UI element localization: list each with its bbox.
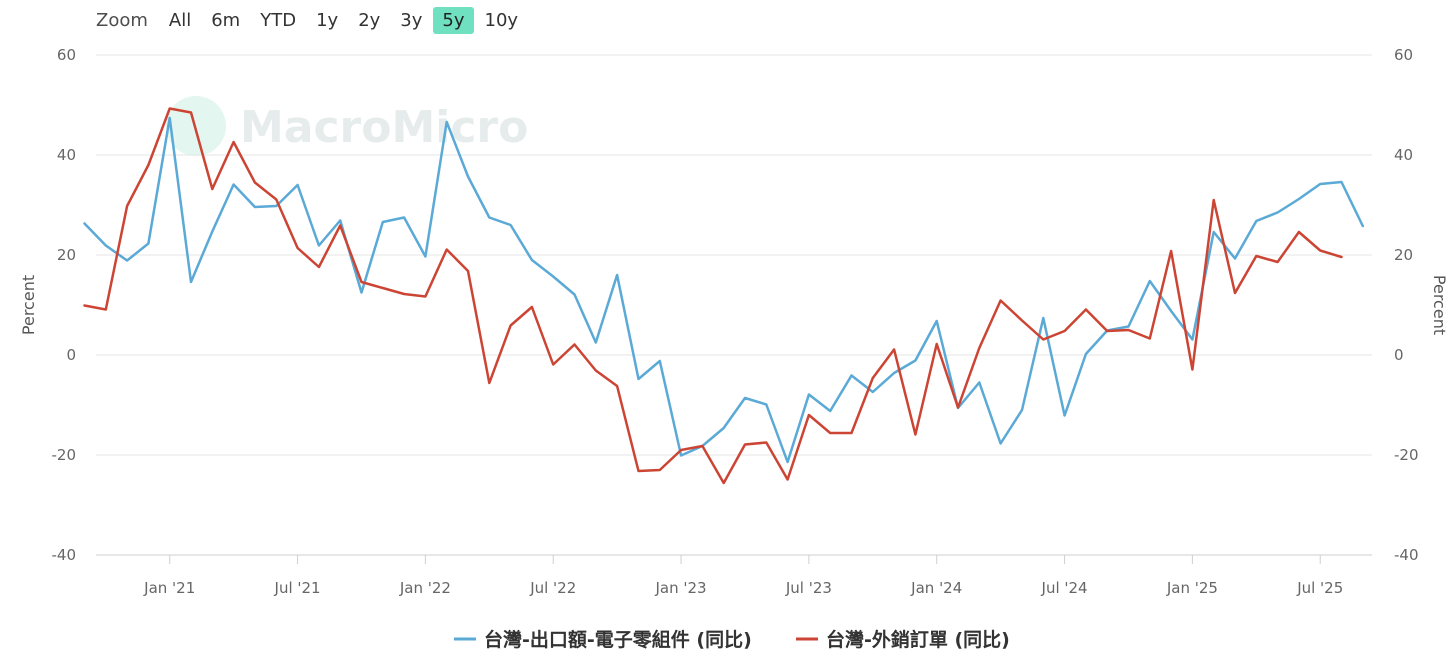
x-tick-label: Jan '24 xyxy=(910,579,962,597)
x-tick-label: Jul '25 xyxy=(1296,579,1343,597)
y-tick-label-right: 0 xyxy=(1394,346,1404,364)
x-tick-label: Jul '21 xyxy=(274,579,321,597)
zoom-ytd-button[interactable]: YTD xyxy=(260,9,297,31)
y-tick-label-right: 40 xyxy=(1394,146,1413,164)
x-tick-label: Jul '23 xyxy=(785,579,832,597)
x-tick-label: Jan '23 xyxy=(655,579,707,597)
x-tick-label: Jan '22 xyxy=(399,579,451,597)
watermark-text: MacroMicro xyxy=(240,102,528,153)
y-tick-label-left: 20 xyxy=(57,246,76,264)
zoom-all-button[interactable]: All xyxy=(168,9,192,31)
x-tick-label: Jul '24 xyxy=(1041,579,1088,597)
y-tick-label-right: 60 xyxy=(1394,46,1413,64)
legend-item-electronic-components[interactable]: 台灣-出口額-電子零組件 (同比) xyxy=(454,628,752,651)
y-tick-label-left: -20 xyxy=(52,446,77,464)
zoom-6m-button[interactable]: 6m xyxy=(211,9,241,31)
y-tick-label-left: 40 xyxy=(57,146,76,164)
x-tick-label: Jul '22 xyxy=(529,579,576,597)
series-line-export-orders[interactable] xyxy=(83,107,1343,485)
legend[interactable]: 台灣-出口額-電子零組件 (同比) 台灣-外銷訂單 (同比) xyxy=(454,628,1010,651)
legend-item-export-orders[interactable]: 台灣-外銷訂單 (同比) xyxy=(796,628,1010,651)
series-line-electronic-components[interactable] xyxy=(83,116,1365,464)
zoom-1y-button[interactable]: 1y xyxy=(316,9,339,31)
y-tick-label-right: -20 xyxy=(1394,446,1419,464)
y-axis-left-title: Percent xyxy=(19,275,38,335)
y-tick-label-right: -40 xyxy=(1394,546,1419,564)
zoom-2y-button[interactable]: 2y xyxy=(358,9,381,31)
watermark: MacroMicro xyxy=(166,96,528,156)
y-tick-label-left: 0 xyxy=(66,346,76,364)
zoom-bar: Zoom All 6m YTD 1y 2y 3y 5y 10y xyxy=(96,4,529,36)
legend-label-electronic-components: 台灣-出口額-電子零組件 (同比) xyxy=(484,628,752,651)
x-tick-label: Jan '21 xyxy=(143,579,195,597)
y-tick-label-left: 60 xyxy=(57,46,76,64)
x-tick-label: Jan '25 xyxy=(1166,579,1218,597)
legend-label-export-orders: 台灣-外銷訂單 (同比) xyxy=(826,628,1010,651)
zoom-3y-button[interactable]: 3y xyxy=(400,9,423,31)
zoom-10y-button[interactable]: 10y xyxy=(484,9,519,31)
y-tick-label-right: 20 xyxy=(1394,246,1413,264)
y-tick-label-left: -40 xyxy=(52,546,77,564)
y-axis-right-title: Percent xyxy=(1430,275,1449,335)
zoom-5y-button[interactable]: 5y xyxy=(433,6,474,34)
zoom-label: Zoom xyxy=(96,9,148,31)
